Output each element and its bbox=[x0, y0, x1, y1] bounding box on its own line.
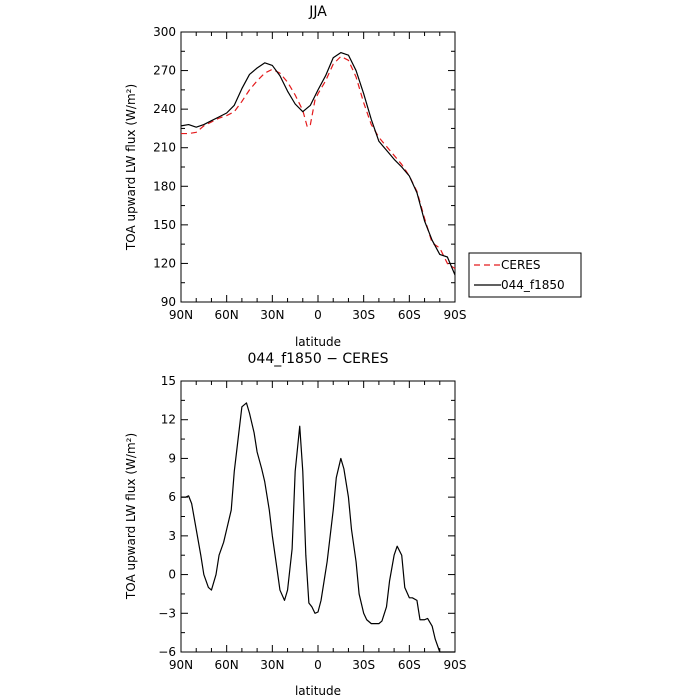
y-tick-label: −6 bbox=[158, 645, 176, 659]
y-tick-label: 3 bbox=[168, 529, 176, 543]
y-tick-label: 120 bbox=[153, 256, 176, 270]
legend-label-ceres: CERES bbox=[501, 258, 541, 272]
x-tick-label: 30S bbox=[352, 308, 375, 322]
x-tick-label: 90S bbox=[444, 658, 467, 672]
y-tick-label: 9 bbox=[168, 451, 176, 465]
y-tick-label: 210 bbox=[153, 141, 176, 155]
x-tick-label: 30N bbox=[260, 308, 284, 322]
axis-ticks: 90N 60N 30N 0 30S 60S 90S 90 120 150 180 210 240 270 3… bbox=[153, 25, 466, 322]
legend-label-model: 044_f1850 bbox=[501, 278, 565, 292]
y-axis-label: TOA upward LW flux (W/m²) bbox=[124, 84, 138, 251]
x-axis-label: latitude bbox=[295, 684, 341, 698]
y-tick-label: 0 bbox=[168, 568, 176, 582]
difference-panel: 044_f1850 − CERES 90N 60N 30N 0 30S 60S 90S −6 −… bbox=[124, 351, 466, 698]
plot-frame bbox=[180, 31, 456, 303]
x-tick-label: 30S bbox=[352, 658, 375, 672]
x-tick-label: 60N bbox=[215, 658, 239, 672]
y-tick-label: 6 bbox=[168, 490, 176, 504]
legend-box bbox=[468, 252, 582, 298]
series-line-044-f1850 bbox=[181, 402, 455, 653]
y-tick-label: 180 bbox=[153, 179, 176, 193]
x-tick-label: 90N bbox=[169, 658, 193, 672]
x-tick-label: 60S bbox=[398, 658, 421, 672]
series-line-044-f1850 bbox=[180, 51, 456, 276]
axis-ticks: 90N 60N 30N 0 30S 60S 90S −6 −3 0 3 6 9 12 15 bbox=[158, 374, 466, 672]
y-tick-label: −3 bbox=[158, 606, 176, 620]
series-line-ceres bbox=[181, 55, 456, 270]
x-tick-label: 0 bbox=[314, 658, 322, 672]
y-tick-label: 150 bbox=[153, 218, 176, 232]
jja-flux-panel: JJA 90N 60N 30N 0 30S 60S 90S 90 120 150 180 210 240… bbox=[124, 4, 582, 349]
y-tick-label: 12 bbox=[161, 413, 176, 427]
y-axis-label: TOA upward LW flux (W/m²) bbox=[124, 433, 138, 600]
x-tick-label: 90N bbox=[169, 308, 193, 322]
y-tick-label: 15 bbox=[161, 374, 176, 388]
y-tick-label: 270 bbox=[153, 64, 176, 78]
x-tick-label: 60N bbox=[215, 308, 239, 322]
y-tick-label: 300 bbox=[153, 25, 176, 39]
chart-title: 044_f1850 − CERES bbox=[248, 351, 389, 367]
y-tick-label: 90 bbox=[161, 295, 176, 309]
chart-title: JJA bbox=[308, 4, 327, 20]
x-tick-label: 90S bbox=[444, 308, 467, 322]
series-group bbox=[181, 402, 455, 653]
x-axis-label: latitude bbox=[295, 335, 341, 349]
x-tick-label: 30N bbox=[260, 658, 284, 672]
series-group bbox=[180, 51, 456, 276]
x-tick-label: 0 bbox=[314, 308, 322, 322]
legend: CERES 044_f1850 bbox=[468, 252, 582, 298]
x-tick-label: 60S bbox=[398, 308, 421, 322]
y-tick-label: 240 bbox=[153, 102, 176, 116]
